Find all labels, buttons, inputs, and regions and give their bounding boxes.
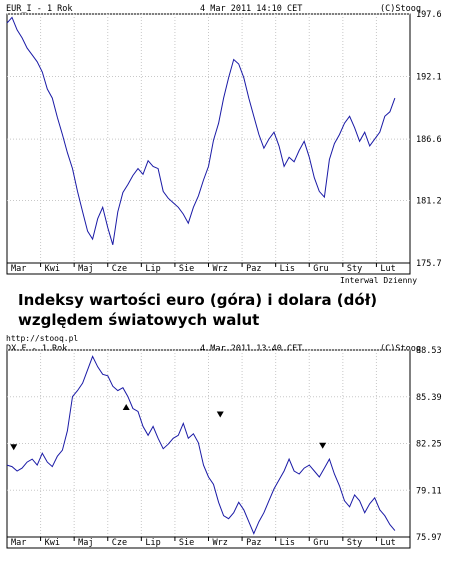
bottom-chart-date: 4 Mar 2011 13:40 CET (200, 344, 303, 354)
series-line (6, 16, 396, 245)
plot-frame (6, 13, 411, 264)
x-tick-label: Paz (246, 538, 261, 548)
bottom-chart-source-label: http://stooq.pl (6, 334, 79, 343)
x-tick-label: Maj (78, 538, 93, 548)
x-tick-label: Mar (11, 264, 26, 274)
x-tick-label: Lut (380, 264, 395, 274)
x-tick-label: Kwi (45, 264, 60, 274)
top-chart-copyright: (C)Stooq (380, 4, 421, 14)
x-tick-label: Gru (313, 264, 328, 274)
triangle-down-marker (319, 442, 327, 449)
x-tick-label: Cze (112, 538, 127, 548)
x-tick-label: Sie (179, 264, 194, 274)
top-chart-date: 4 Mar 2011 14:10 CET (200, 4, 303, 14)
x-tick-label: Kwi (45, 538, 60, 548)
bottom-chart-copyright: (C)Stooq (380, 344, 421, 354)
x-tick-label: Lut (380, 538, 395, 548)
x-tick-label: Wrz (213, 264, 228, 274)
bottom-chart-header: DX.F - 1 Rok 4 Mar 2011 13:40 CET (C)Sto… (0, 332, 453, 354)
triangle-down-marker (10, 444, 18, 451)
x-tick-label: Paz (246, 264, 261, 274)
x-tick-label: Sty (347, 264, 362, 274)
y-tick-label: 197.6 (416, 10, 442, 20)
y-tick-label: 82.25 (416, 440, 442, 450)
bottom-chart-title: DX.F - 1 Rok (6, 344, 68, 354)
x-tick-label: Maj (78, 264, 93, 274)
triangle-up-marker (122, 404, 130, 411)
x-tick-label: Gru (313, 538, 328, 548)
top-chart-header: EUR_I - 1 Rok 4 Mar 2011 14:10 CET (C)St… (0, 2, 453, 16)
x-tick-label: Wrz (213, 538, 228, 548)
x-tick-label: Sie (179, 538, 194, 548)
y-tick-label: 88.53 (416, 346, 442, 356)
y-tick-label: 79.11 (416, 486, 442, 496)
top-chart: 197.6 192.1 186.6 181.2 175.7 Mar Kwi Maj Cze Lip… (6, 10, 442, 275)
x-tick-label: Cze (112, 264, 127, 274)
series-line (6, 355, 396, 535)
x-tick-label: Mar (11, 538, 26, 548)
top-chart-title: EUR_I - 1 Rok (6, 4, 73, 14)
caption-line-2: względem światowych walut (18, 311, 260, 329)
x-tick-label: Sty (347, 538, 362, 548)
bottom-chart: 88.53 85.39 82.25 79.11 75.97 Mar Kwi Maj Cze Lip… (6, 346, 442, 549)
x-tick-label: Lis (280, 264, 295, 274)
y-tick-label: 75.97 (416, 533, 442, 543)
x-tick-label: Lip (145, 538, 160, 548)
x-tick-label: Lip (145, 264, 160, 274)
top-chart-interval-label: Interwal Dzienny (340, 276, 418, 285)
triangle-down-marker (216, 411, 224, 418)
y-tick-label: 186.6 (416, 135, 442, 145)
y-tick-label: 85.39 (416, 393, 442, 403)
chart-caption: Indeksy wartości euro (góra) i dolara (d… (18, 290, 438, 330)
x-tick-label: Lis (280, 538, 295, 548)
y-tick-label: 192.1 (416, 73, 442, 83)
y-tick-label: 175.7 (416, 259, 442, 269)
y-tick-label: 181.2 (416, 196, 442, 206)
caption-line-1: Indeksy wartości euro (góra) i dolara (d… (18, 291, 378, 309)
